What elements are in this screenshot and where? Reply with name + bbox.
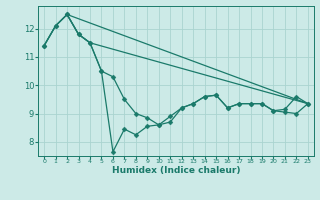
X-axis label: Humidex (Indice chaleur): Humidex (Indice chaleur) [112, 166, 240, 175]
